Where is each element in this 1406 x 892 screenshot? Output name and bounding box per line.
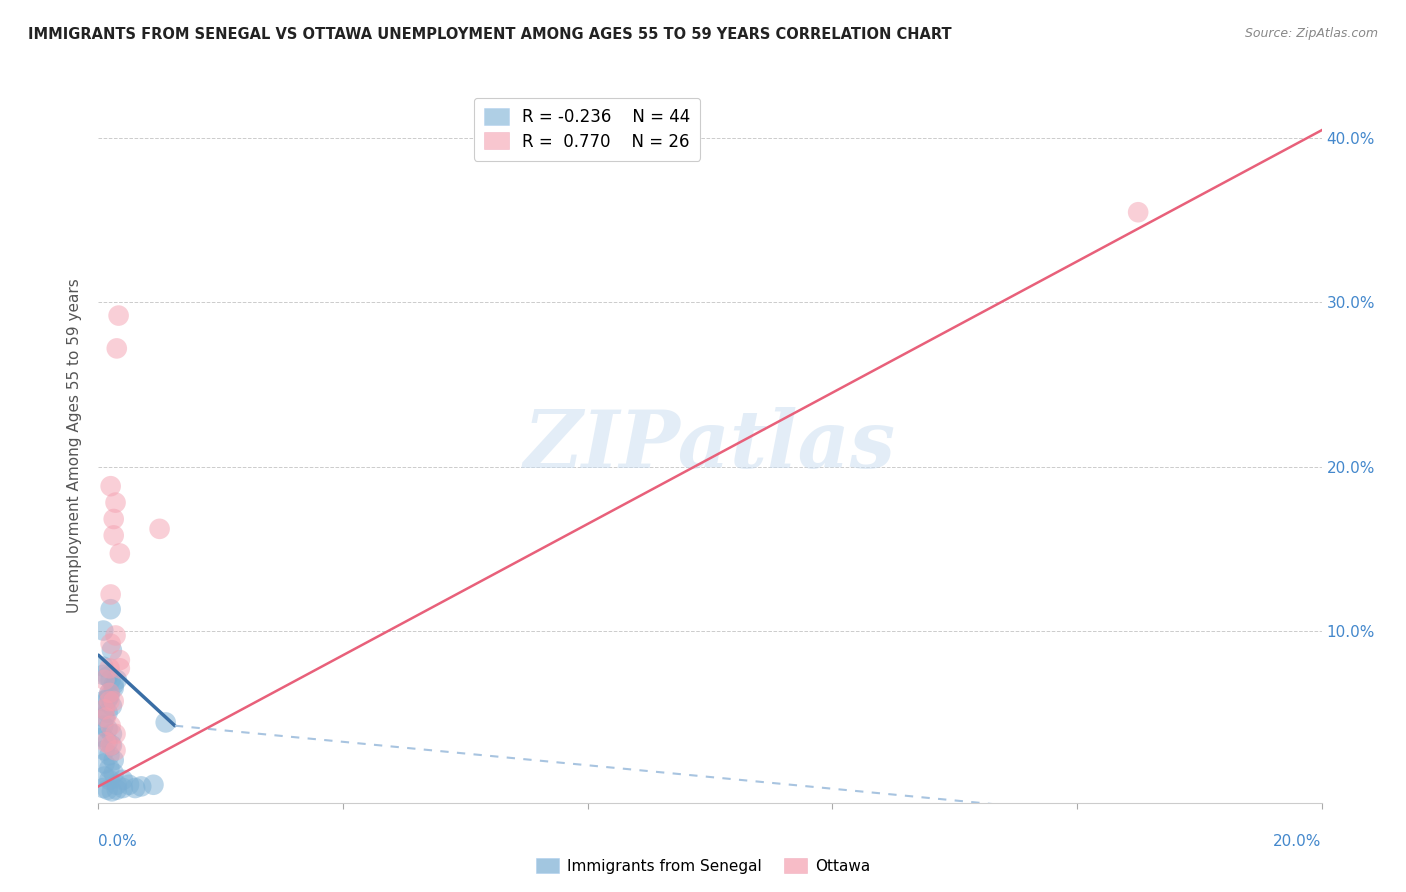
Point [93,770,115,784]
Point [100,479,122,493]
Point [98,661,121,675]
Point [104,743,127,757]
Point [91,659,114,673]
Point [1128,205,1150,219]
Point [93,702,115,716]
Point [105,673,128,687]
Point [104,495,127,509]
Point [94,710,117,724]
Text: ZIPatlas: ZIPatlas [524,408,896,484]
Point [93,673,115,687]
Point [105,782,128,797]
Point [98,686,121,700]
Point [97,692,120,706]
Point [107,309,129,323]
Text: IMMIGRANTS FROM SENEGAL VS OTTAWA UNEMPLOYMENT AMONG AGES 55 TO 59 YEARS CORRELA: IMMIGRANTS FROM SENEGAL VS OTTAWA UNEMPL… [28,27,952,42]
Point [91,780,114,795]
Point [93,756,115,771]
Point [97,669,120,683]
Point [91,668,114,682]
Point [101,739,124,753]
Point [111,780,134,795]
Point [97,722,120,736]
Text: 20.0%: 20.0% [1274,834,1322,849]
Point [104,727,127,741]
Point [124,780,146,795]
Point [103,681,125,695]
Point [101,727,124,741]
Point [97,735,120,749]
Point [98,686,121,700]
Point [103,512,125,526]
Point [97,706,120,720]
Point [129,780,152,794]
Point [108,661,131,675]
Text: Source: ZipAtlas.com: Source: ZipAtlas.com [1244,27,1378,40]
Legend: R = -0.236    N = 44, R =  0.770    N = 26: R = -0.236 N = 44, R = 0.770 N = 26 [474,97,700,161]
Point [155,715,177,730]
Legend: Immigrants from Senegal, Ottawa: Immigrants from Senegal, Ottawa [530,852,876,880]
Point [103,694,125,708]
Point [142,778,165,792]
Point [101,698,124,713]
Point [98,689,121,703]
Point [98,748,121,763]
Point [108,653,131,667]
Point [100,739,122,753]
Point [93,702,115,716]
Point [103,678,125,692]
Point [101,784,124,798]
Point [105,342,128,356]
Point [103,766,125,780]
Point [93,743,115,757]
Y-axis label: Unemployment Among Ages 55 to 59 years: Unemployment Among Ages 55 to 59 years [67,278,83,614]
Point [100,719,122,733]
Point [108,546,131,560]
Point [98,761,121,775]
Point [101,643,124,657]
Point [103,528,125,542]
Point [100,587,122,601]
Point [91,694,114,708]
Point [149,522,172,536]
Point [105,778,128,792]
Point [91,624,114,638]
Point [98,694,121,708]
Point [111,772,134,787]
Point [91,730,114,744]
Point [91,719,114,733]
Point [97,782,120,797]
Text: 0.0%: 0.0% [98,834,138,849]
Point [104,628,127,642]
Point [103,753,125,767]
Point [100,673,122,687]
Point [94,735,117,749]
Point [100,602,122,616]
Point [118,778,141,792]
Point [100,637,122,651]
Point [98,772,121,787]
Point [93,710,115,724]
